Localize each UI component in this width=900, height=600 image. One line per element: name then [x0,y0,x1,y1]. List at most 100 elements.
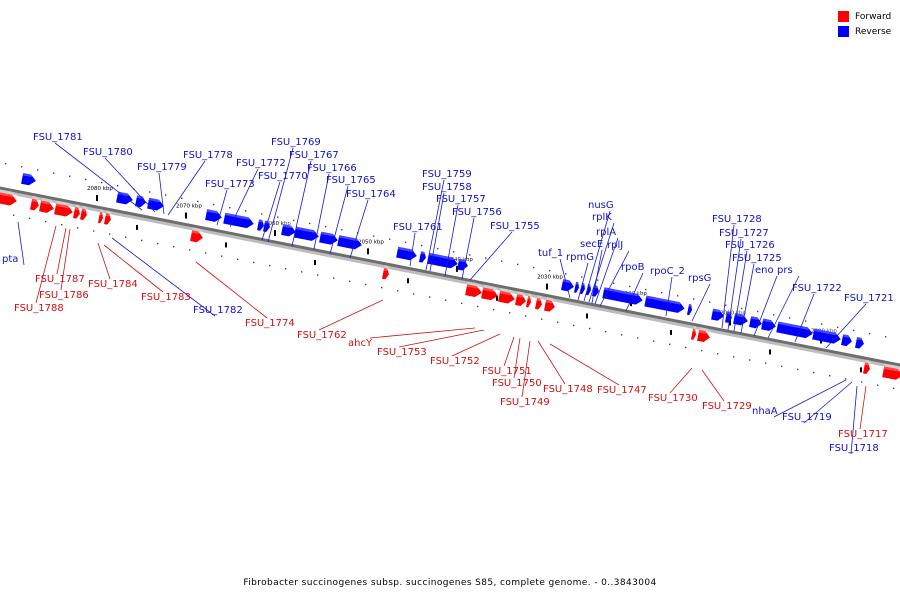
gene-arrow[interactable] [97,209,105,224]
gene-arrow-body[interactable] [585,284,592,296]
gene-arrow[interactable] [498,287,516,305]
tick-dot [525,315,527,317]
gene-arrow[interactable] [39,197,55,214]
gene-arrow-body[interactable] [761,318,777,332]
tick-dot [173,246,175,248]
gene-arrow[interactable] [465,281,483,298]
tick-dot [885,336,887,338]
gene-arrow-body[interactable] [0,191,18,207]
gene-arrow[interactable] [761,315,777,332]
gene-arrow[interactable] [841,331,854,347]
gene-arrow[interactable] [544,296,557,313]
gene-arrow[interactable] [602,284,644,305]
gene-arrow[interactable] [644,292,686,315]
gene-arrow-body[interactable] [686,303,693,316]
gene-arrow[interactable] [21,169,37,186]
gene-arrow[interactable] [418,248,428,263]
tick-dot [13,214,15,216]
gene-arrow[interactable] [190,227,204,243]
gene-arrow[interactable] [534,295,544,310]
gene-arrow-body[interactable] [882,366,900,381]
gene-arrow[interactable] [103,210,113,225]
gene-arrow-body[interactable] [281,224,297,237]
gene-arrow-body[interactable] [498,290,516,305]
gene-arrow-body[interactable] [711,308,725,322]
gene-arrow-body[interactable] [116,191,134,206]
gene-arrow[interactable] [776,318,814,340]
gene-arrow[interactable] [855,334,866,349]
gene-arrow[interactable] [135,192,148,208]
gene-arrow-body[interactable] [561,279,575,292]
gene-arrow[interactable] [147,194,165,212]
gene-arrow[interactable] [205,206,223,223]
gene-arrow[interactable] [396,243,418,262]
gene-arrow[interactable] [690,325,698,341]
gene-arrow-body[interactable] [381,267,390,280]
tick-dot [725,304,727,306]
gene-label: FSU_1786 [39,290,89,301]
gene-arrow-body[interactable] [205,209,223,223]
gene-arrow-body[interactable] [862,362,871,375]
gene-arrow-body[interactable] [534,298,543,310]
gene-arrow-body[interactable] [72,207,81,219]
gene-arrow-body[interactable] [418,251,427,263]
gene-arrow[interactable] [862,359,872,375]
gene-arrow[interactable] [515,291,528,307]
gene-arrow-body[interactable] [579,282,586,295]
gene-arrow-body[interactable] [223,212,255,230]
gene-arrow-body[interactable] [465,284,483,298]
gene-arrow-body[interactable] [256,219,265,231]
gene-arrow-body[interactable] [749,316,763,329]
gene-arrow-body[interactable] [525,296,532,308]
gene-arrow-body[interactable] [690,328,697,341]
gene-arrow[interactable] [72,204,82,219]
gene-arrow-body[interactable] [481,287,499,301]
gene-arrow[interactable] [749,313,763,329]
gene-arrow-body[interactable] [697,329,711,343]
gene-arrow[interactable] [525,293,533,308]
gene-arrow-body[interactable] [135,195,147,208]
gene-arrow-body[interactable] [103,213,112,225]
gene-arrow[interactable] [427,249,459,270]
gene-arrow[interactable] [573,278,581,294]
gene-arrow-body[interactable] [515,294,527,307]
gene-arrow-body[interactable] [190,230,204,243]
gene-arrow-body[interactable] [39,200,55,213]
gene-arrow[interactable] [54,200,74,217]
gene-arrow-body[interactable] [427,252,459,270]
gene-arrow[interactable] [381,264,391,280]
gene-arrow-body[interactable] [79,208,88,221]
gene-arrow-body[interactable] [573,281,580,294]
gene-arrow-body[interactable] [855,336,865,349]
gene-arrow-body[interactable] [294,226,320,242]
gene-arrow-body[interactable] [776,321,813,339]
gene-arrow-body[interactable] [644,295,685,315]
gene-arrow[interactable] [882,363,900,381]
gene-arrow[interactable] [294,223,320,242]
gene-arrow[interactable] [686,300,694,316]
gene-arrow-body[interactable] [30,198,40,211]
gene-arrow[interactable] [256,216,266,231]
gene-arrow[interactable] [79,205,89,221]
gene-arrow-body[interactable] [147,197,165,212]
gene-arrow[interactable] [0,188,18,207]
gene-arrow-body[interactable] [54,203,74,217]
gene-arrow-body[interactable] [544,299,556,313]
gene-arrow-body[interactable] [97,212,104,224]
gene-arrow[interactable] [697,326,711,343]
gene-arrow-body[interactable] [602,287,643,306]
gene-arrow[interactable] [579,279,587,295]
gene-arrow[interactable] [481,284,499,301]
gene-arrow[interactable] [223,209,255,230]
gene-arrow-body[interactable] [841,334,853,347]
tick-dot [765,362,767,364]
tick-dot [813,371,815,374]
tick-dot [77,227,79,229]
label-leader-line [104,157,156,213]
gene-arrow-body[interactable] [21,172,37,186]
gene-arrow[interactable] [30,195,41,211]
tick-dot [205,252,207,254]
gene-arrow[interactable] [711,305,725,322]
gene-arrow[interactable] [281,221,297,237]
